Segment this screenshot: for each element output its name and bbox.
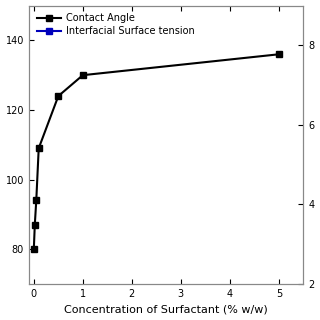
X-axis label: Concentration of Surfactant (% w/w): Concentration of Surfactant (% w/w) [64, 304, 268, 315]
Contact Angle [32, 247, 36, 251]
Line: Contact Angle: Contact Angle [31, 52, 282, 252]
Contact Angle [56, 94, 60, 98]
Contact Angle [33, 223, 37, 227]
Legend: Contact Angle, Interfacial Surface tension: Contact Angle, Interfacial Surface tensi… [34, 11, 197, 39]
Contact Angle [81, 73, 85, 77]
Contact Angle [37, 146, 41, 150]
Contact Angle [34, 199, 38, 203]
Contact Angle [277, 52, 281, 56]
